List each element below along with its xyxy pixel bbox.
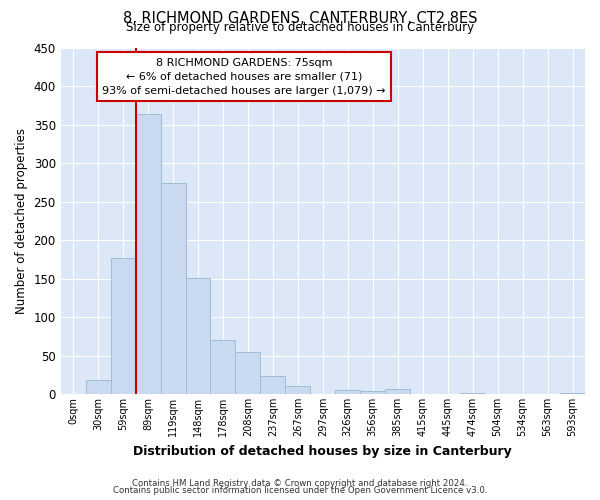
Text: Contains public sector information licensed under the Open Government Licence v3: Contains public sector information licen… xyxy=(113,486,487,495)
Text: 8 RICHMOND GARDENS: 75sqm
← 6% of detached houses are smaller (71)
93% of semi-d: 8 RICHMOND GARDENS: 75sqm ← 6% of detach… xyxy=(103,58,386,96)
X-axis label: Distribution of detached houses by size in Canterbury: Distribution of detached houses by size … xyxy=(133,444,512,458)
Bar xyxy=(460,393,485,394)
Text: Contains HM Land Registry data © Crown copyright and database right 2024.: Contains HM Land Registry data © Crown c… xyxy=(132,478,468,488)
Bar xyxy=(560,393,585,394)
Y-axis label: Number of detached properties: Number of detached properties xyxy=(15,128,28,314)
Bar xyxy=(235,352,260,394)
Text: Size of property relative to detached houses in Canterbury: Size of property relative to detached ho… xyxy=(126,22,474,35)
Bar xyxy=(286,386,310,394)
Bar xyxy=(360,391,385,394)
Bar xyxy=(335,390,360,394)
Text: 8, RICHMOND GARDENS, CANTERBURY, CT2 8ES: 8, RICHMOND GARDENS, CANTERBURY, CT2 8ES xyxy=(123,11,477,26)
Bar xyxy=(86,380,110,394)
Bar xyxy=(385,388,410,394)
Bar xyxy=(211,340,235,394)
Bar xyxy=(185,278,211,394)
Bar xyxy=(136,114,161,394)
Bar xyxy=(161,183,185,394)
Bar xyxy=(260,376,286,394)
Bar xyxy=(110,258,136,394)
